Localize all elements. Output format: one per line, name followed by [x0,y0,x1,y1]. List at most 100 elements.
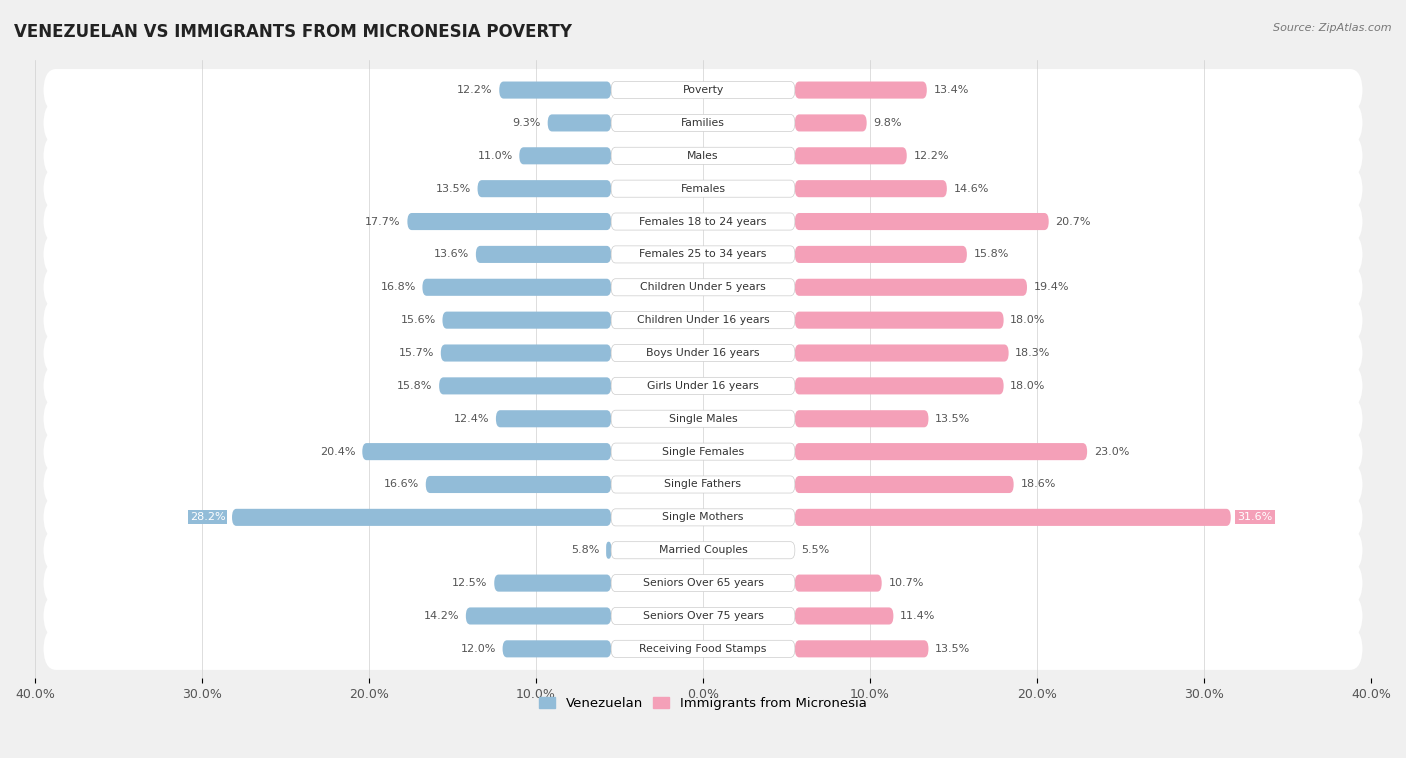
Text: Females 18 to 24 years: Females 18 to 24 years [640,217,766,227]
FancyBboxPatch shape [612,443,794,460]
FancyBboxPatch shape [612,246,794,263]
Text: 13.5%: 13.5% [436,183,471,194]
FancyBboxPatch shape [794,82,927,99]
FancyBboxPatch shape [794,607,893,625]
Text: 13.6%: 13.6% [434,249,470,259]
FancyBboxPatch shape [612,377,794,394]
FancyBboxPatch shape [478,180,612,197]
Text: 14.2%: 14.2% [423,611,460,621]
Text: Girls Under 16 years: Girls Under 16 years [647,381,759,391]
Text: 31.6%: 31.6% [1237,512,1272,522]
Text: 15.8%: 15.8% [973,249,1010,259]
FancyBboxPatch shape [44,398,1362,440]
Legend: Venezuelan, Immigrants from Micronesia: Venezuelan, Immigrants from Micronesia [534,691,872,715]
Text: 9.3%: 9.3% [513,118,541,128]
Text: Boys Under 16 years: Boys Under 16 years [647,348,759,358]
FancyBboxPatch shape [441,344,612,362]
FancyBboxPatch shape [44,135,1362,177]
Text: Seniors Over 65 years: Seniors Over 65 years [643,578,763,588]
FancyBboxPatch shape [794,147,907,164]
FancyBboxPatch shape [606,542,612,559]
FancyBboxPatch shape [519,147,612,164]
FancyBboxPatch shape [44,562,1362,604]
FancyBboxPatch shape [612,312,794,329]
FancyBboxPatch shape [44,233,1362,275]
FancyBboxPatch shape [612,344,794,362]
FancyBboxPatch shape [794,509,1230,526]
FancyBboxPatch shape [794,213,1049,230]
FancyBboxPatch shape [44,431,1362,473]
FancyBboxPatch shape [794,575,882,592]
FancyBboxPatch shape [794,443,1087,460]
Text: 13.5%: 13.5% [935,644,970,654]
Text: 12.5%: 12.5% [453,578,488,588]
Text: 11.0%: 11.0% [478,151,513,161]
FancyBboxPatch shape [612,509,794,526]
FancyBboxPatch shape [794,377,1004,394]
FancyBboxPatch shape [794,180,946,197]
FancyBboxPatch shape [44,365,1362,407]
FancyBboxPatch shape [44,266,1362,309]
Text: VENEZUELAN VS IMMIGRANTS FROM MICRONESIA POVERTY: VENEZUELAN VS IMMIGRANTS FROM MICRONESIA… [14,23,572,41]
Text: 15.8%: 15.8% [396,381,433,391]
Text: 13.4%: 13.4% [934,85,969,95]
Text: Seniors Over 75 years: Seniors Over 75 years [643,611,763,621]
FancyBboxPatch shape [612,542,794,559]
Text: 18.6%: 18.6% [1021,480,1056,490]
Text: Receiving Food Stamps: Receiving Food Stamps [640,644,766,654]
FancyBboxPatch shape [612,476,794,493]
FancyBboxPatch shape [495,575,612,592]
Text: 18.3%: 18.3% [1015,348,1050,358]
Text: Single Males: Single Males [669,414,737,424]
Text: Children Under 16 years: Children Under 16 years [637,315,769,325]
FancyBboxPatch shape [612,607,794,625]
FancyBboxPatch shape [794,312,1004,329]
FancyBboxPatch shape [794,410,928,428]
Text: Single Fathers: Single Fathers [665,480,741,490]
FancyBboxPatch shape [794,641,928,657]
Text: 28.2%: 28.2% [190,512,225,522]
FancyBboxPatch shape [794,246,967,263]
FancyBboxPatch shape [499,82,612,99]
Text: 12.2%: 12.2% [457,85,492,95]
Text: 16.8%: 16.8% [381,282,416,293]
Text: 10.7%: 10.7% [889,578,924,588]
Text: 14.6%: 14.6% [953,183,988,194]
Text: 16.6%: 16.6% [384,480,419,490]
FancyBboxPatch shape [612,213,794,230]
FancyBboxPatch shape [612,82,794,99]
FancyBboxPatch shape [794,279,1026,296]
FancyBboxPatch shape [612,147,794,164]
Text: 5.8%: 5.8% [571,545,599,555]
Text: Single Females: Single Females [662,446,744,456]
Text: 5.5%: 5.5% [801,545,830,555]
Text: Poverty: Poverty [682,85,724,95]
Text: 12.0%: 12.0% [461,644,496,654]
FancyBboxPatch shape [475,246,612,263]
FancyBboxPatch shape [44,463,1362,506]
FancyBboxPatch shape [44,496,1362,538]
Text: Married Couples: Married Couples [658,545,748,555]
Text: Families: Families [681,118,725,128]
FancyBboxPatch shape [612,641,794,657]
FancyBboxPatch shape [44,201,1362,243]
FancyBboxPatch shape [408,213,612,230]
FancyBboxPatch shape [612,279,794,296]
FancyBboxPatch shape [548,114,612,131]
FancyBboxPatch shape [363,443,612,460]
FancyBboxPatch shape [44,102,1362,144]
Text: 20.4%: 20.4% [321,446,356,456]
Text: 12.2%: 12.2% [914,151,949,161]
Text: 12.4%: 12.4% [454,414,489,424]
FancyBboxPatch shape [443,312,612,329]
Text: 28.2%: 28.2% [190,512,225,522]
FancyBboxPatch shape [44,299,1362,341]
FancyBboxPatch shape [44,168,1362,210]
FancyBboxPatch shape [44,69,1362,111]
Text: 20.7%: 20.7% [1056,217,1091,227]
FancyBboxPatch shape [612,575,794,592]
Text: 23.0%: 23.0% [1094,446,1129,456]
Text: Children Under 5 years: Children Under 5 years [640,282,766,293]
Text: 18.0%: 18.0% [1011,315,1046,325]
FancyBboxPatch shape [794,344,1008,362]
